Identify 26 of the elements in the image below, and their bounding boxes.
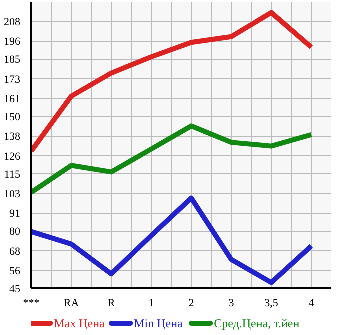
y-tick-label: 196 (4, 36, 21, 48)
y-tick-label: 45 (10, 284, 21, 296)
y-tick-label: 103 (4, 188, 21, 200)
x-tick-label: 2 (188, 298, 194, 310)
y-tick-label: 150 (4, 112, 21, 124)
x-tick-label: 1 (148, 298, 154, 310)
x-tick-label: R (108, 298, 116, 310)
y-tick-label: 68 (10, 246, 21, 258)
y-tick-label: 173 (4, 74, 21, 86)
y-tick-label: 126 (4, 150, 21, 163)
y-tick-label: 80 (10, 226, 21, 238)
y-tick-label: 91 (10, 208, 20, 220)
y-tick-label: 161 (4, 93, 20, 106)
y-tick-label: 115 (4, 168, 21, 181)
y-tick-label: 208 (4, 16, 21, 28)
x-tick-label: RA (64, 298, 80, 310)
y-tick-label: 138 (4, 131, 21, 144)
y-tick-label: 56 (10, 265, 21, 278)
y-tick-label: 185 (4, 54, 21, 66)
legend-label: Min Цена (134, 316, 184, 330)
x-tick-label: 3 (228, 298, 235, 310)
x-tick-label: 4 (308, 298, 315, 310)
legend-label: Сред.Цена, т.йен (214, 316, 300, 330)
legend-label: Max Цена (54, 316, 106, 330)
x-tick-label: 3,5 (264, 298, 279, 310)
x-tick-label: *** (23, 298, 40, 310)
